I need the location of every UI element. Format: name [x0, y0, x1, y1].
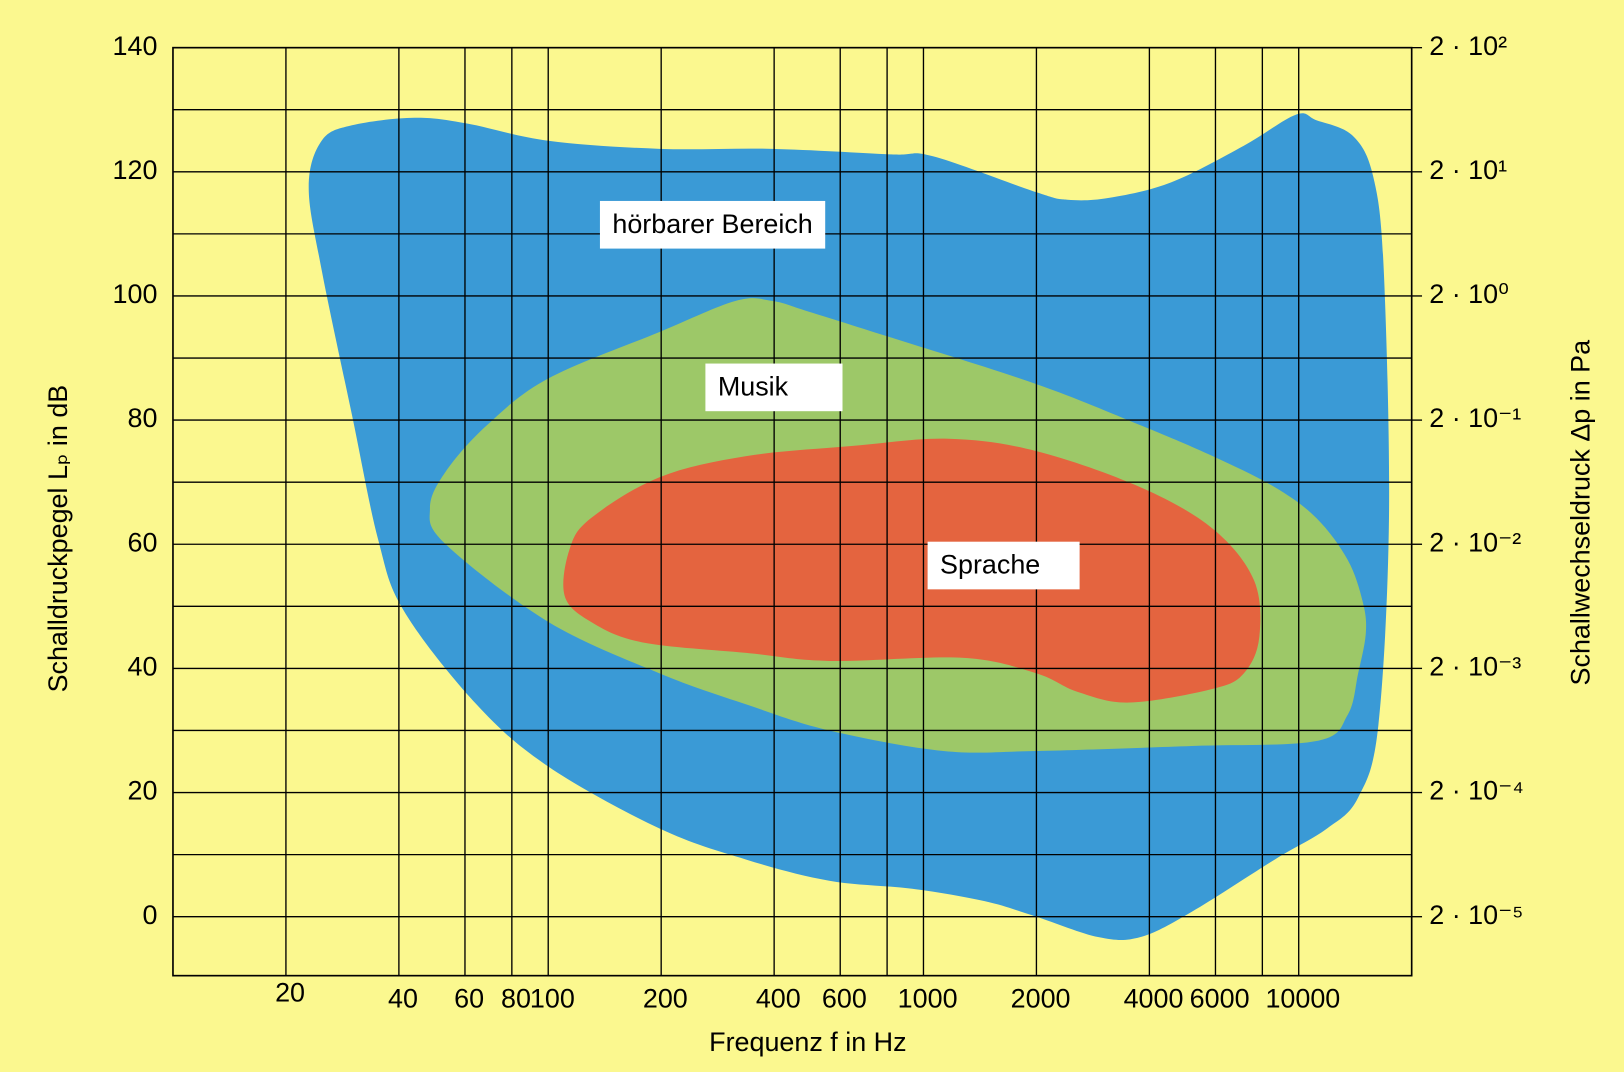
x-tick-label: 10000 — [1265, 984, 1340, 1014]
y-tick-label: 100 — [113, 279, 158, 309]
label-box — [599, 200, 826, 249]
area-label: Sprache — [940, 550, 1040, 580]
x-tick-label: 2000 — [1011, 984, 1071, 1014]
y-tick-label: 60 — [127, 527, 157, 557]
y-tick-label: 0 — [142, 900, 157, 930]
x-tick-label: 4000 — [1124, 984, 1184, 1014]
x-axis-label: Frequenz f in Hz — [709, 1027, 906, 1057]
y2-tick-label: 2 · 10⁰ — [1429, 279, 1509, 309]
label-box — [927, 541, 1080, 590]
labels: hörbarer Bereich Musik Sprache — [599, 200, 1080, 590]
x-tick-label: 1000 — [898, 984, 958, 1014]
x-tick-label: 20 — [275, 977, 305, 1007]
y2-tick-label: 2 · 10² — [1429, 31, 1507, 61]
y2-tick-label: 2 · 10¹ — [1429, 155, 1507, 185]
x-tick-label: 200 — [643, 984, 688, 1014]
area-label: hörbarer Bereich — [612, 209, 812, 239]
x-tick-label: 60 — [454, 984, 484, 1014]
x-tick-label: 600 — [822, 984, 867, 1014]
x-tick-label: 100 — [530, 984, 575, 1014]
y2-tick-label: 2 · 10⁻² — [1429, 527, 1521, 557]
plot-frame — [172, 46, 1413, 977]
label-box — [705, 363, 843, 412]
x-tick-label: 400 — [756, 984, 801, 1014]
y2-tick-label: 2 · 10⁻¹ — [1429, 403, 1521, 433]
area — [563, 438, 1261, 703]
x-tick-label: 80 — [501, 984, 531, 1014]
areas — [308, 113, 1390, 941]
y-axis-label: Schalldruckpegel Lₚ in dB — [43, 385, 73, 693]
y2-tick-label: 2 · 10⁻⁵ — [1429, 900, 1523, 930]
x-tick-label: 6000 — [1190, 984, 1250, 1014]
y-tick-label: 80 — [127, 403, 157, 433]
y-tick-label: 120 — [113, 155, 158, 185]
y-tick-label: 40 — [127, 652, 157, 682]
y2-axis-label: Schallwechseldruck Δp in Pa — [1566, 340, 1596, 686]
y2-tick-label: 2 · 10⁻⁴ — [1429, 776, 1524, 806]
y-tick-label: 20 — [127, 776, 157, 806]
x-tick-label: 40 — [388, 984, 418, 1014]
area-label: Musik — [718, 372, 789, 402]
y2-tick-label: 2 · 10⁻³ — [1429, 652, 1521, 682]
y-tick-label: 140 — [113, 31, 158, 61]
